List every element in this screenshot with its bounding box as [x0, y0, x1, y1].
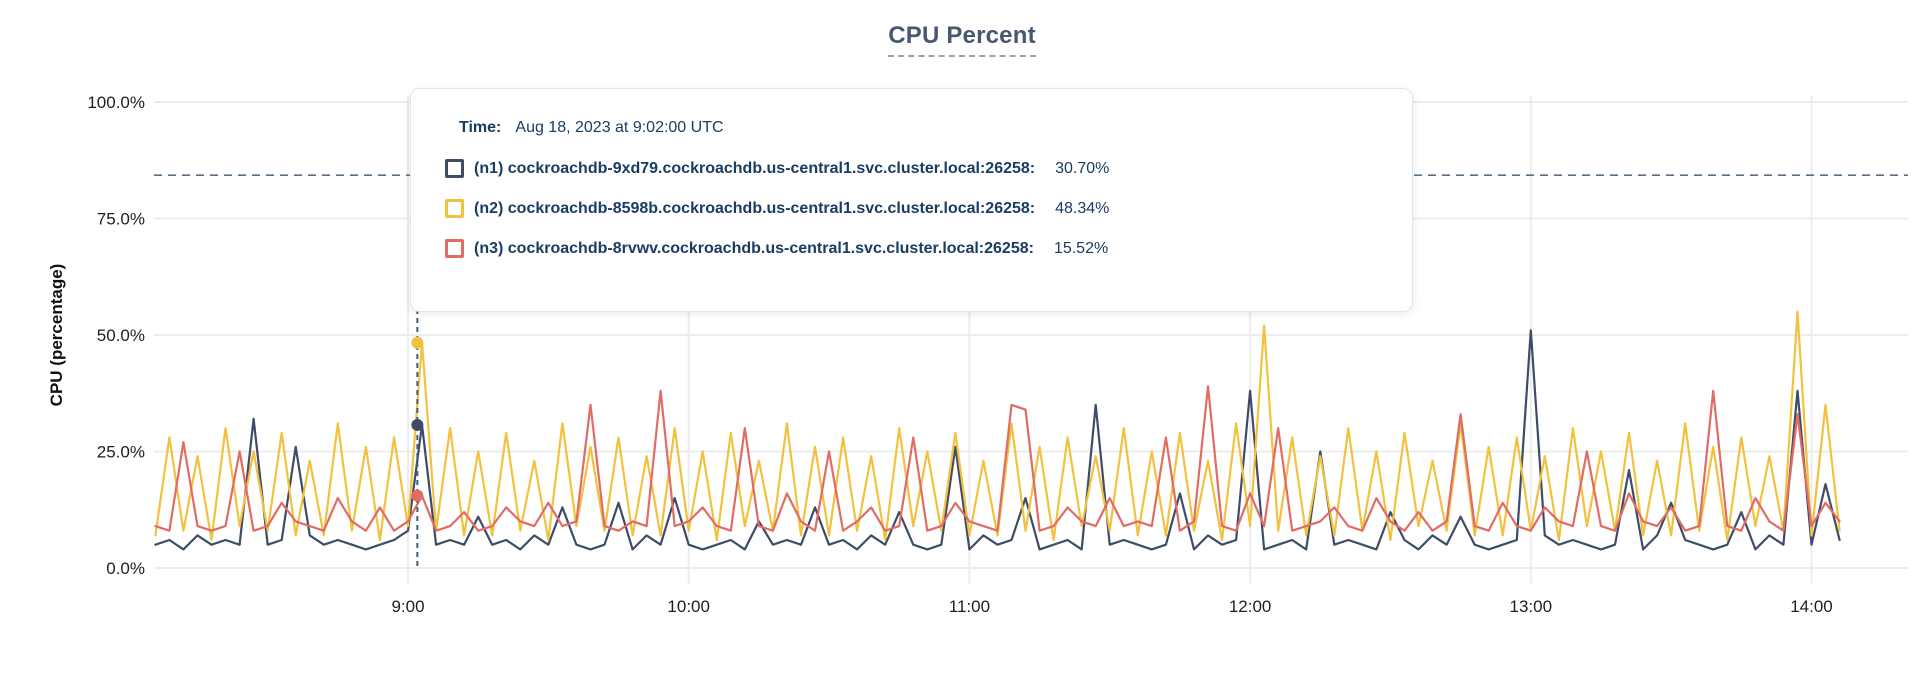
y-tick-label: 50.0%	[97, 326, 145, 345]
tooltip-time-row: Time: Aug 18, 2023 at 9:02:00 UTC	[459, 119, 1382, 137]
tooltip-series-label: (n3) cockroachdb-8rvwv.cockroachdb.us-ce…	[474, 239, 1034, 257]
series-swatch-icon-n2	[445, 199, 464, 218]
y-tick-label: 100.0%	[87, 93, 145, 112]
tooltip-series-label: (n1) cockroachdb-9xd79.cockroachdb.us-ce…	[474, 159, 1036, 177]
y-tick-label: 0.0%	[106, 559, 145, 578]
hover-point-n2	[411, 336, 424, 349]
tooltip-series-row-n1: (n1) cockroachdb-9xd79.cockroachdb.us-ce…	[445, 159, 1382, 178]
series-swatch-icon-n1	[445, 159, 464, 178]
series-swatch-icon-n3	[445, 239, 464, 258]
x-tick-label: 11:00	[949, 597, 990, 616]
x-tick-label: 13:00	[1510, 597, 1553, 616]
tooltip-rows: (n1) cockroachdb-9xd79.cockroachdb.us-ce…	[445, 159, 1382, 258]
hover-point-n1	[411, 418, 424, 431]
tooltip-time-value: Aug 18, 2023 at 9:02:00 UTC	[515, 119, 724, 136]
x-tick-label: 14:00	[1790, 597, 1833, 616]
y-tick-label: 25.0%	[97, 443, 145, 462]
y-axis-title: CPU (percentage)	[47, 264, 66, 407]
chart-title-text: CPU Percent	[888, 22, 1036, 57]
x-tick-label: 10:00	[667, 597, 710, 616]
tooltip-series-value: 30.70%	[1055, 159, 1110, 177]
tooltip-series-value: 15.52%	[1053, 239, 1109, 257]
x-tick-label: 12:00	[1229, 597, 1272, 616]
tooltip-series-row-n3: (n3) cockroachdb-8rvwv.cockroachdb.us-ce…	[445, 239, 1382, 258]
hover-point-n3	[411, 489, 424, 502]
tooltip-series-label: (n2) cockroachdb-8598b.cockroachdb.us-ce…	[474, 199, 1036, 217]
y-tick-label: 75.0%	[97, 210, 145, 229]
tooltip-time-label: Time:	[459, 119, 502, 136]
page-title: CPU Percent	[0, 22, 1924, 57]
series-line-n1	[154, 329, 1841, 551]
x-tick-label: 9:00	[391, 597, 424, 616]
series-line-n3	[154, 385, 1841, 532]
chart-tooltip: Time: Aug 18, 2023 at 9:02:00 UTC (n1) co…	[410, 88, 1413, 312]
tooltip-series-row-n2: (n2) cockroachdb-8598b.cockroachdb.us-ce…	[445, 199, 1382, 218]
tooltip-series-value: 48.34%	[1055, 199, 1110, 217]
